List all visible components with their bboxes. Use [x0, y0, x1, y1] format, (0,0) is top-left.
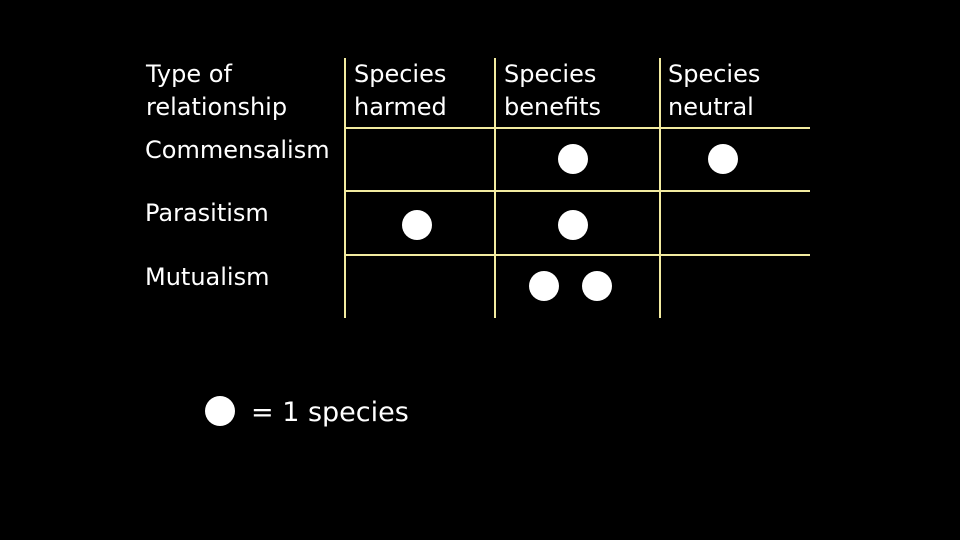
header-type-line1: Type of — [146, 60, 232, 88]
dot-mutualism-benefits-2 — [582, 271, 612, 301]
dot-commensalism-benefits — [558, 144, 588, 174]
row-label-parasitism: Parasitism — [145, 199, 269, 227]
header-benefits-line2: benefits — [504, 93, 602, 121]
grid-vline-2 — [494, 58, 496, 318]
header-harmed-line1: Species — [354, 60, 447, 88]
header-benefits-line1: Species — [504, 60, 597, 88]
dot-commensalism-neutral — [708, 144, 738, 174]
grid-hline-3 — [344, 254, 810, 256]
dot-parasitism-harmed — [402, 210, 432, 240]
grid-hline-2 — [344, 190, 810, 192]
grid-vline-3 — [659, 58, 661, 318]
legend-text: = 1 species — [251, 397, 409, 428]
header-neutral-line1: Species — [668, 60, 761, 88]
dot-parasitism-benefits — [558, 210, 588, 240]
header-harmed-line2: harmed — [354, 93, 447, 121]
grid-hline-1 — [344, 127, 810, 129]
dot-mutualism-benefits-1 — [529, 271, 559, 301]
header-neutral-line2: neutral — [668, 93, 754, 121]
row-label-mutualism: Mutualism — [145, 263, 270, 291]
header-type-line2: relationship — [146, 93, 288, 121]
row-label-commensalism: Commensalism — [145, 136, 330, 164]
grid-vline-1 — [344, 58, 346, 318]
legend-dot — [205, 396, 235, 426]
